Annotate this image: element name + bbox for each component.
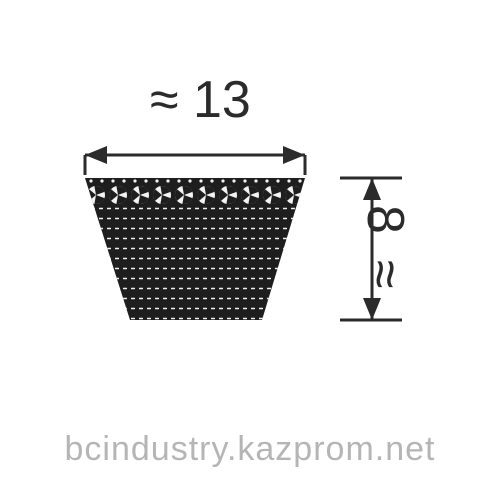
watermark-text: bcindustry.kazprom.net — [0, 430, 500, 469]
diagram-stage: ≈ 13 8 ≈ bcindustry.kazprom.net — [0, 0, 500, 500]
height-dimension-value: 8 — [355, 205, 415, 234]
height-dimension — [340, 178, 402, 320]
width-dimension — [85, 146, 305, 175]
height-dimension-approx: ≈ — [355, 260, 415, 289]
width-dimension-label: ≈ 13 — [150, 70, 251, 130]
